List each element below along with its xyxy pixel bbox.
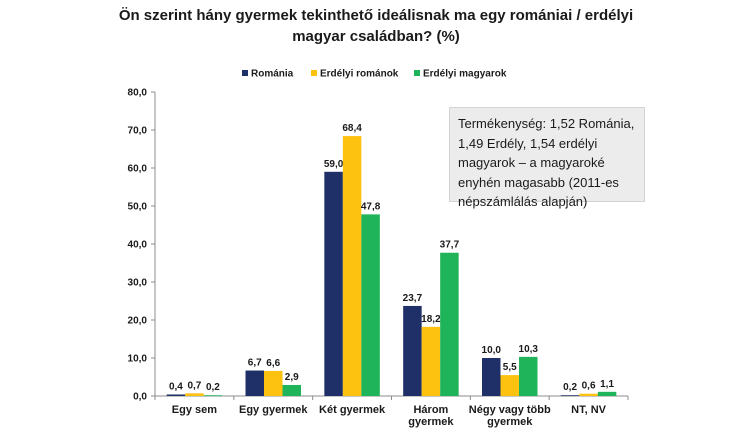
bar	[342, 136, 362, 396]
data-label: 0,7	[187, 380, 201, 391]
bar	[403, 305, 422, 396]
bar	[440, 252, 459, 396]
bar	[519, 356, 538, 396]
data-label: 23,7	[403, 293, 423, 304]
y-tick-label: 20,0	[128, 316, 148, 327]
data-label: 37,7	[440, 240, 460, 251]
bar	[282, 384, 301, 396]
legend-swatch	[414, 70, 420, 76]
legend-swatch	[242, 70, 248, 76]
chart-title-line-2: magyar családban? (%)	[292, 28, 460, 45]
bar	[245, 370, 264, 396]
data-label: 68,4	[342, 123, 362, 134]
y-tick-label: 60,0	[128, 164, 148, 175]
data-label: 5,5	[503, 362, 517, 373]
bar	[482, 358, 501, 396]
bar	[166, 394, 186, 396]
data-label: 10,3	[519, 344, 539, 355]
chart-title: Ön szerint hány gyermek tekinthető ideál…	[0, 5, 752, 47]
category-label: Két gyermek	[319, 404, 386, 416]
bar	[421, 326, 441, 396]
data-label: 18,2	[421, 314, 441, 325]
y-tick-label: 70,0	[128, 126, 148, 137]
bar	[579, 393, 598, 396]
y-tick-label: 50,0	[128, 202, 148, 213]
category-label: gyermek	[487, 416, 533, 428]
category-label: Egy gyermek	[239, 404, 308, 416]
bar	[324, 171, 343, 396]
data-label: 1,1	[600, 379, 614, 390]
category-label: Három	[413, 404, 448, 416]
data-label: 0,2	[206, 382, 220, 393]
y-tick-label: 0,0	[133, 392, 147, 403]
y-tick-label: 10,0	[128, 354, 148, 365]
data-label: 6,7	[248, 358, 262, 369]
data-label: 59,0	[324, 159, 344, 170]
legend-swatch	[311, 70, 317, 76]
y-tick-label: 80,0	[128, 88, 148, 99]
data-label: 0,4	[169, 381, 183, 392]
y-tick-label: 30,0	[128, 278, 148, 289]
category-label: Egy sem	[172, 404, 217, 416]
fertility-note: Termékenység: 1,52 Románia, 1,49 Erdély,…	[449, 107, 645, 209]
legend-label: Erdélyi románok	[320, 69, 399, 80]
bar	[203, 395, 223, 397]
category-label: gyermek	[408, 416, 454, 428]
bar	[264, 370, 283, 396]
bar	[185, 393, 204, 396]
legend-label: Erdélyi magyarok	[423, 69, 507, 80]
bar	[361, 214, 380, 396]
chart-title-line-1: Ön szerint hány gyermek tekinthető ideál…	[118, 7, 634, 24]
data-label: 6,6	[266, 358, 280, 369]
data-label: 0,2	[563, 382, 577, 393]
y-tick-label: 40,0	[128, 240, 148, 251]
bar	[560, 395, 580, 397]
category-label: Négy vagy több	[469, 404, 551, 416]
data-label: 10,0	[482, 345, 502, 356]
category-label: NT, NV	[571, 404, 607, 416]
legend-label: Románia	[251, 69, 294, 80]
bar	[597, 391, 617, 396]
data-label: 0,6	[582, 381, 596, 392]
data-label: 47,8	[361, 201, 381, 212]
bar	[500, 375, 519, 396]
data-label: 2,9	[285, 372, 299, 383]
